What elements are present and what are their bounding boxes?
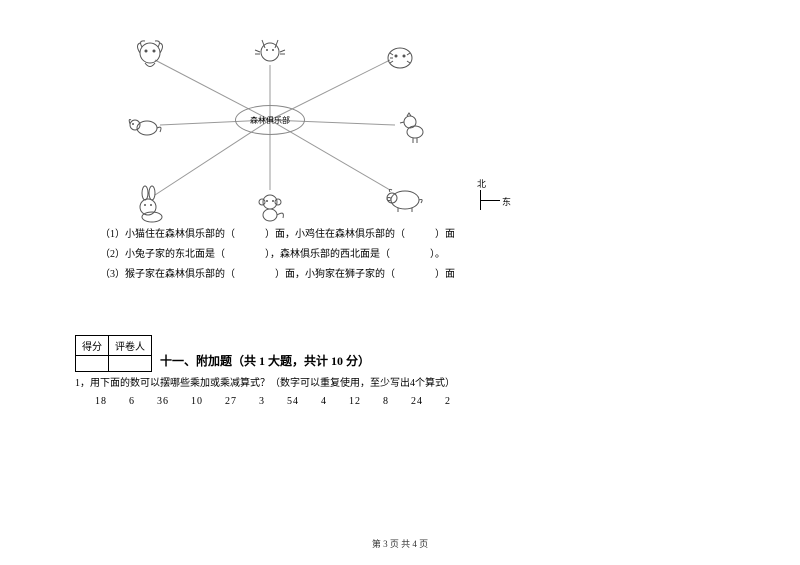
section-title: 十一、附加题（共 1 大题，共计 10 分） [160, 352, 370, 369]
compass-north: 北 [477, 177, 486, 190]
forest-club-diagram: 森林俱乐部 北 东 [100, 20, 450, 220]
bonus-numbers: 18 6 36 10 27 3 54 4 12 8 24 2 [95, 392, 451, 407]
animal-cat [250, 30, 290, 70]
center-label: 森林俱乐部 [250, 115, 290, 126]
page-footer: 第 3 页 共 4 页 [0, 537, 800, 550]
animal-chicken [395, 110, 435, 150]
question-list: （1）小猫住在森林俱乐部的（ ）面，小鸡住在森林俱乐部的（ ）面 （2）小兔子家… [100, 225, 455, 285]
animal-tiger [380, 38, 420, 78]
animal-monkey [250, 190, 290, 230]
question-1: （1）小猫住在森林俱乐部的（ ）面，小鸡住在森林俱乐部的（ ）面 [100, 225, 455, 245]
center-forest-club: 森林俱乐部 [235, 105, 305, 135]
bonus-question: 1，用下面的数可以摆哪些乘加或乘减算式？（数字可以重复使用，至少写出4个算式） [75, 375, 455, 393]
score-blank2 [109, 356, 152, 372]
question-3: （3）猴子家在森林俱乐部的（ ）面，小狗家在狮子家的（ ）面 [100, 265, 455, 285]
score-col1: 得分 [76, 336, 109, 356]
compass-east: 东 [502, 195, 511, 208]
score-col2: 评卷人 [109, 336, 152, 356]
animal-dog [125, 110, 165, 150]
animal-pig [380, 180, 420, 220]
score-table: 得分 评卷人 [75, 335, 152, 372]
animal-rabbit [130, 185, 170, 225]
question-2: （2）小兔子家的东北面是（ ），森林俱乐部的西北面是（ ）。 [100, 245, 455, 265]
animal-lion [130, 35, 170, 75]
score-blank1 [76, 356, 109, 372]
